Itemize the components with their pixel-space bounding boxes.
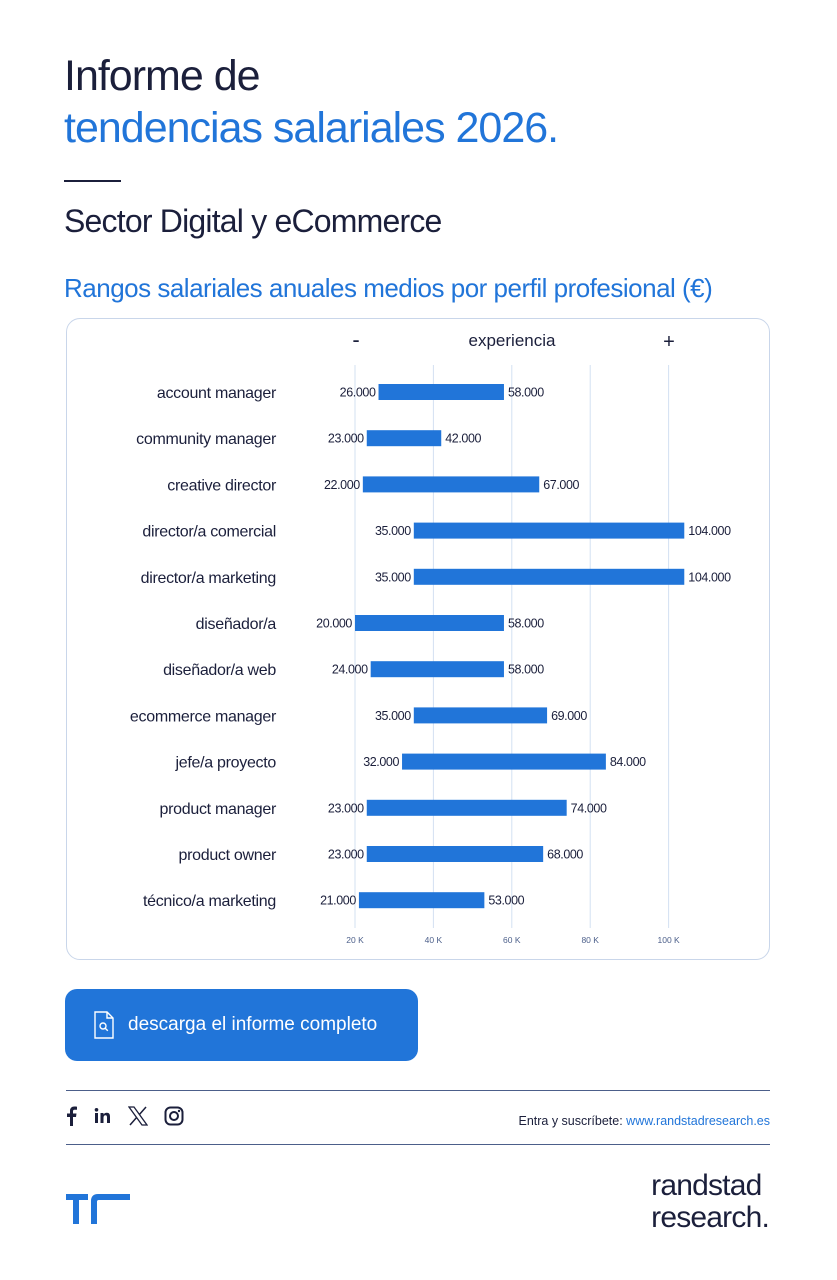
max-value-label: 74.000	[571, 801, 607, 815]
brand-line-1: randstad	[651, 1169, 762, 1202]
salary-range-bar	[355, 615, 504, 631]
axis-header-experiencia: experiencia	[469, 331, 556, 350]
axis-header-plus: +	[663, 331, 675, 353]
category-label: director/a comercial	[142, 524, 276, 541]
x-tick-label: 80 K	[581, 935, 599, 945]
salary-range-bar	[402, 753, 606, 770]
brand-line-2: research.	[651, 1201, 770, 1234]
document-search-icon	[94, 1011, 114, 1039]
salary-range-chart: - experiencia +20 K 40 K 60 K 80 K 100 K accoun…	[130, 327, 732, 945]
max-value-label: 68.000	[547, 848, 583, 862]
max-value-label: 84.000	[610, 755, 646, 769]
category-label: técnico/a marketing	[143, 893, 276, 910]
salary-range-bar	[366, 430, 442, 447]
social-links	[64, 1106, 184, 1126]
salary-range-bar	[378, 384, 504, 400]
divider	[64, 180, 121, 182]
min-value-label: 24.000	[332, 663, 368, 677]
min-value-label: 26.000	[340, 386, 376, 400]
salary-range-bar	[370, 661, 504, 678]
max-value-label: 53.000	[488, 894, 524, 908]
category-label: community manager	[136, 431, 277, 448]
footer-divider-bottom	[66, 1144, 770, 1145]
max-value-label: 69.000	[551, 709, 587, 723]
category-label: ecommerce manager	[130, 708, 277, 725]
max-value-label: 104.000	[688, 570, 731, 584]
facebook-icon[interactable]	[64, 1106, 78, 1126]
sector-heading: Sector Digital y eCommerce	[64, 203, 442, 239]
x-tick-label: 60 K	[503, 935, 521, 945]
max-value-label: 58.000	[508, 386, 544, 400]
min-value-label: 22.000	[324, 478, 360, 492]
min-value-label: 35.000	[375, 524, 411, 538]
x-icon[interactable]	[128, 1106, 148, 1126]
max-value-label: 104.000	[688, 524, 731, 538]
linkedin-icon[interactable]	[94, 1107, 112, 1125]
max-value-label: 58.000	[508, 617, 544, 631]
download-report-button[interactable]: descarga el informe completo	[65, 989, 418, 1061]
salary-range-bar	[358, 892, 485, 909]
instagram-icon[interactable]	[164, 1106, 184, 1126]
max-value-label: 58.000	[508, 663, 544, 677]
category-label: creative director	[167, 477, 277, 494]
x-tick-label: 100 K	[657, 935, 680, 945]
subscribe-text: Entra y suscríbete: www.randstadresearch…	[518, 1114, 770, 1128]
salary-range-bar	[362, 476, 540, 493]
x-tick-label: 20 K	[346, 935, 364, 945]
min-value-label: 21.000	[320, 894, 356, 908]
salary-range-bar	[413, 707, 548, 724]
category-label: account manager	[157, 385, 277, 402]
max-value-label: 67.000	[543, 478, 579, 492]
title-line-2: tendencias salariales 2026.	[64, 104, 559, 152]
website-link[interactable]: www.randstadresearch.es	[626, 1114, 770, 1128]
brand-wordmark: randstad research.	[651, 1169, 770, 1234]
subscribe-label: Entra y suscríbete:	[518, 1114, 627, 1128]
category-label: jefe/a proyecto	[175, 755, 277, 772]
salary-range-bar	[413, 568, 685, 585]
min-value-label: 35.000	[375, 709, 411, 723]
category-label: product owner	[179, 847, 277, 864]
min-value-label: 32.000	[363, 755, 399, 769]
chart-card	[66, 318, 770, 960]
category-label: product manager	[160, 801, 277, 818]
min-value-label: 23.000	[328, 432, 364, 446]
min-value-label: 23.000	[328, 848, 364, 862]
max-value-label: 42.000	[445, 432, 481, 446]
category-label: director/a marketing	[141, 570, 276, 587]
chart-subtitle: Rangos salariales anuales medios por per…	[64, 273, 713, 303]
salary-range-bar	[366, 846, 544, 862]
salary-range-bar	[413, 522, 685, 539]
footer-divider-top	[66, 1090, 770, 1091]
x-tick-label: 40 K	[425, 935, 443, 945]
download-report-label: descarga el informe completo	[128, 1014, 378, 1035]
min-value-label: 35.000	[375, 570, 411, 584]
category-label: diseñador/a	[196, 616, 277, 633]
title-line-1: Informe de	[64, 52, 261, 100]
axis-header-minus: -	[352, 327, 359, 352]
min-value-label: 23.000	[328, 801, 364, 815]
salary-range-bar	[366, 799, 567, 816]
category-label: diseñador/a web	[163, 662, 276, 679]
randstad-logo-icon	[66, 1194, 130, 1224]
min-value-label: 20.000	[316, 617, 352, 631]
